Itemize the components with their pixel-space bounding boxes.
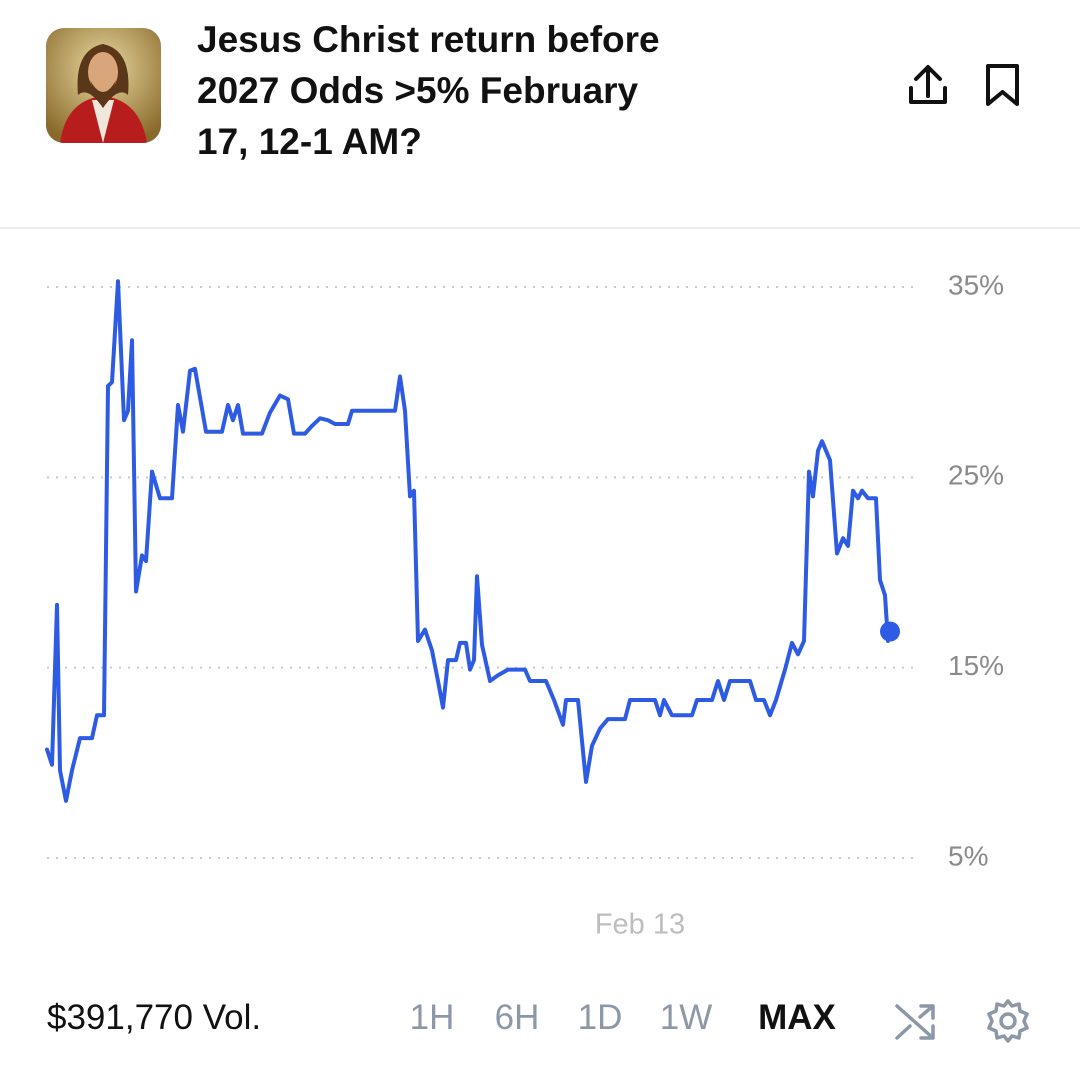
range-button[interactable]: MAX — [758, 998, 836, 1037]
current-point — [880, 621, 900, 642]
shuffle-icon[interactable] — [895, 1004, 935, 1040]
market-avatar — [46, 28, 161, 143]
range-button[interactable]: 1W — [659, 998, 713, 1037]
y-tick-label: 25% — [948, 460, 1004, 491]
y-tick-label: 5% — [948, 840, 988, 871]
settings-icon[interactable] — [987, 999, 1029, 1043]
market-title: Jesus Christ return before 2027 Odds >5%… — [197, 19, 660, 162]
range-button[interactable]: 1D — [577, 998, 623, 1037]
range-button[interactable]: 6H — [494, 998, 540, 1037]
bookmark-icon[interactable] — [986, 64, 1019, 106]
chart-controls: $391,770 Vol. 1H 6H 1D 1W MAX — [0, 990, 1080, 1050]
share-icon[interactable] — [909, 65, 947, 104]
price-line — [45, 279, 892, 803]
x-tick-label: Feb 13 — [595, 909, 685, 941]
volume: $391,770 Vol. — [47, 998, 262, 1037]
range-button[interactable]: 1H — [409, 998, 455, 1037]
y-tick-label: 15% — [948, 650, 1004, 681]
divider — [0, 227, 1080, 229]
y-tick-label: 35% — [948, 269, 1004, 300]
